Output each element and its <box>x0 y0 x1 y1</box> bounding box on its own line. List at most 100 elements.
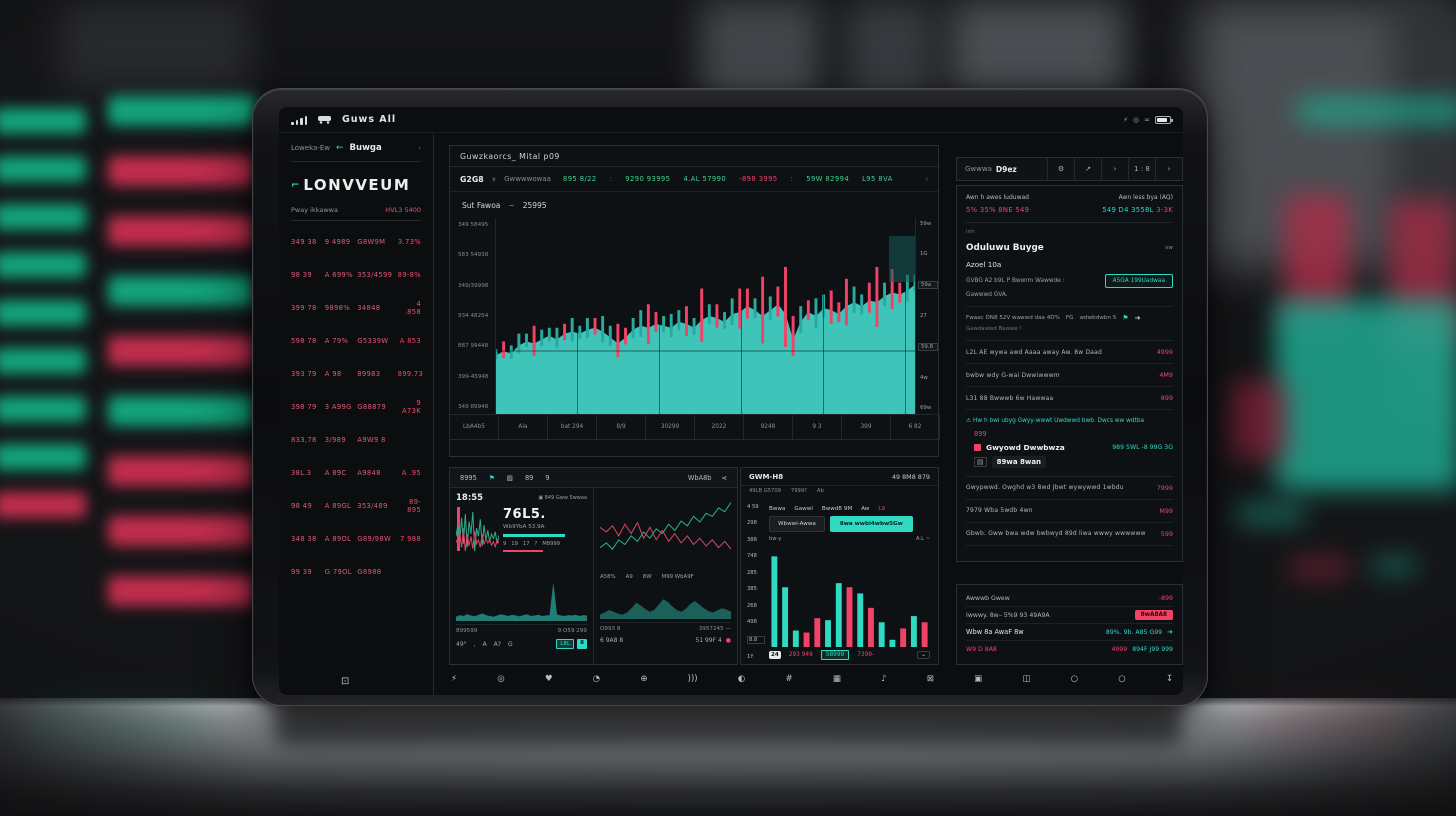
watchlist-row[interactable]: 98 39 A 699% 353/4599 89-8% <box>291 270 421 279</box>
watchlist-row[interactable]: 598 78 A 79% G5339W A 853 <box>291 336 421 345</box>
send-icon[interactable]: ➔ <box>1167 628 1173 636</box>
dock-icon[interactable]: ⊠ <box>926 674 934 684</box>
header-action-icon[interactable]: › <box>1101 158 1128 180</box>
position-row[interactable]: Gwyowd Dwwbwza 989 5WL -8 99G 3G <box>966 443 1173 452</box>
back-arrow-icon[interactable]: ← <box>336 143 344 153</box>
order-row[interactable]: L31 88 Bwwwb 6w Hawwaa 899 <box>966 387 1173 410</box>
dock-icon[interactable]: ◎ <box>497 674 505 684</box>
order-panel: Awn h awes luduwad 5% 35% 8NE 549 Awn le… <box>956 185 1183 562</box>
dock-icon[interactable]: # <box>785 674 793 684</box>
tool-label-right[interactable]: 51 99F 4 <box>695 637 722 644</box>
order-row[interactable]: bwbw wdy G-wai Dwwiwwwm 4M9 <box>966 364 1173 387</box>
dock-icon[interactable]: ▣ <box>974 674 983 684</box>
tool-icon[interactable]: A? <box>493 640 501 648</box>
tool-icon[interactable]: 49° <box>456 640 467 648</box>
x-axis[interactable]: LbA4b5 Aia bat 294 8/9 30299 2022 9248 9 3 399 6 … <box>450 414 940 440</box>
filter-chip[interactable]: Gawwl <box>794 506 813 512</box>
app-screen: Guws All ⚡ ◎ ≍ Loweka-Ew ← Buwga ‹ ⌐ <box>279 107 1183 695</box>
order-section-more[interactable]: vw <box>1165 245 1173 251</box>
mini-head-label: 8995 <box>460 473 477 482</box>
order-row[interactable]: L2L AE wywa awd Aaaa away Aw. 8w Daad 49… <box>966 341 1173 364</box>
dock-icon[interactable]: ↧ <box>1165 674 1173 684</box>
sidebar-nav: Loweka-Ew ← Buwga ‹ <box>291 143 421 162</box>
mini-toolbar[interactable]: 6 9A8 8 51 99F 4 ● <box>600 637 731 644</box>
watchlist-row[interactable]: 399 78 9898% 34848 4 .858 <box>291 299 421 316</box>
calendar-chip[interactable]: 24 <box>769 651 781 659</box>
watchlist-row[interactable]: 99 39 G 79OL G8988 <box>291 567 382 576</box>
send-icon[interactable]: ➔ <box>1134 314 1141 322</box>
tool-icon[interactable]: G <box>507 640 513 648</box>
header-action-icon[interactable]: ↗ <box>1074 158 1101 180</box>
toolbar-chevron-icon[interactable]: ‹ <box>925 175 928 183</box>
ticker-stat: 4.AL 57990 <box>683 175 727 183</box>
watchlist: 349 38 9 4989 G8W9M 3.73% 98 39 A 699% 3… <box>291 225 424 588</box>
bar-y-tick: 385 <box>747 586 757 593</box>
watchlist-row[interactable]: 348 38 A 89OL G89/98W 7 988 <box>291 534 421 543</box>
mini-head-value: 89 <box>524 473 534 482</box>
watchlist-sidebar: Loweka-Ew ← Buwga ‹ ⌐ LONVVEUM Pway ikka… <box>279 133 434 695</box>
sidebar-footer-icon[interactable]: ⊡ <box>341 676 350 687</box>
price-scale[interactable]: 59w 1G 59a 27 59.8 4w 69w <box>915 218 940 414</box>
filter-chip[interactable]: Bwwa <box>769 506 786 512</box>
dock-icon[interactable]: ▦ <box>832 674 841 684</box>
badge[interactable]: L8L <box>556 639 575 649</box>
flag-icon[interactable]: ⚑ <box>488 473 495 482</box>
dock-icon[interactable]: ♪ <box>881 674 887 684</box>
order-row[interactable]: 7979 Wba 5wdb 4wn M99 <box>966 500 1173 523</box>
watchlist-row[interactable]: 349 38 9 4989 G8W9M 3.73% <box>291 237 421 246</box>
volume-bars-chart[interactable] <box>769 544 930 647</box>
filter-chips[interactable]: Bwwa Gawwl Bwwd8 9M Aw L9 <box>769 506 930 512</box>
chart-mode-icon[interactable]: ▨ <box>506 473 513 482</box>
sell-button[interactable]: 8wA8A8 <box>1134 610 1173 620</box>
x-axis-tick: LbA4b5 <box>450 415 499 439</box>
secondary-button[interactable]: Wbwwi-Awwa <box>769 516 825 532</box>
filter-chip[interactable]: L9 <box>878 506 886 512</box>
order-row[interactable]: Gbwb. Gww bwa wdw bwbwyd 89d liwa wwwy w… <box>966 523 1173 546</box>
tool-label[interactable]: 6 9A8 8 <box>600 637 624 644</box>
dock-icon[interactable]: ♥ <box>544 674 553 684</box>
primary-button[interactable]: 8wa wwbi4wbw5Gw <box>829 516 913 532</box>
summary-left-title: Awn h awes luduwad <box>966 194 1029 201</box>
sparkline-chart[interactable] <box>600 493 731 571</box>
mini-head-chevron-icon[interactable]: ⋖ <box>721 473 727 482</box>
filter-chip[interactable]: Aw <box>861 506 870 512</box>
expand-icon[interactable]: ⌄ <box>917 651 930 659</box>
flag-icon[interactable]: ⚑ <box>1122 314 1129 322</box>
dock-icon[interactable]: ◔ <box>592 674 601 684</box>
sparkline-chart[interactable] <box>456 503 499 577</box>
header-action-icon[interactable]: ⚙ <box>1047 158 1074 180</box>
watchlist-row[interactable]: 398 79 3 A99G G88879 9 A73K <box>291 398 421 415</box>
order-row[interactable]: Gwypwwd. Owghd w3 8wd Jbwt wywywwd 1wbdu… <box>966 477 1173 500</box>
dock-icon[interactable]: ⊕ <box>640 674 648 684</box>
footer-value-boxed[interactable]: 58999 <box>820 650 850 660</box>
badge-filled[interactable]: 8 <box>577 639 587 649</box>
chart-plot-area[interactable] <box>496 218 915 414</box>
dock-icon[interactable]: ))) <box>687 674 698 684</box>
watchlist-row[interactable]: 833,78 3/989 A9W9 8 <box>291 435 386 444</box>
dock-icon[interactable]: ◐ <box>737 674 746 684</box>
mini-toolbar[interactable]: 49°, A A? G L8L 8 <box>456 639 587 649</box>
chevron-down-icon[interactable]: ∨ <box>491 175 497 183</box>
dock-icon[interactable]: ○ <box>1070 674 1078 684</box>
dock-icon[interactable]: ◫ <box>1022 674 1031 684</box>
watchlist-row[interactable]: 98 49 A 89GL 353/489 89-895 <box>291 497 421 514</box>
volume-chart[interactable] <box>600 583 731 619</box>
header-action-icon[interactable]: › <box>1155 158 1182 180</box>
dock-icon[interactable]: ○ <box>1118 674 1126 684</box>
tiny-stats: 9 19 17? M8999 <box>503 541 560 547</box>
tool-icon[interactable]: A <box>482 640 487 648</box>
order-action-button[interactable]: A5GA 199Uadwaa <box>1104 274 1173 288</box>
tool-icon[interactable]: , <box>473 640 476 648</box>
header-action-icon[interactable]: 1 : 8 <box>1128 158 1155 180</box>
filter-chip[interactable]: Bwwd8 9M <box>821 506 853 512</box>
volume-chart[interactable] <box>456 579 587 621</box>
watchlist-row[interactable]: 38L.3 A 89C A9848 A .95 <box>291 468 421 477</box>
document-row[interactable]: ▤ 89wa 8wan <box>966 455 1173 468</box>
watchlist-row[interactable]: 393 79 A 98 89983 899.73 <box>291 369 424 378</box>
dock-icon[interactable]: ⚡ <box>451 674 457 684</box>
mini-head-value2: 9 <box>545 473 550 482</box>
price-caption: Wb9YbA 53.9A <box>503 524 545 530</box>
symbol-label[interactable]: G2G8 <box>460 174 484 184</box>
collapse-chevron-icon[interactable]: ‹ <box>418 144 421 152</box>
